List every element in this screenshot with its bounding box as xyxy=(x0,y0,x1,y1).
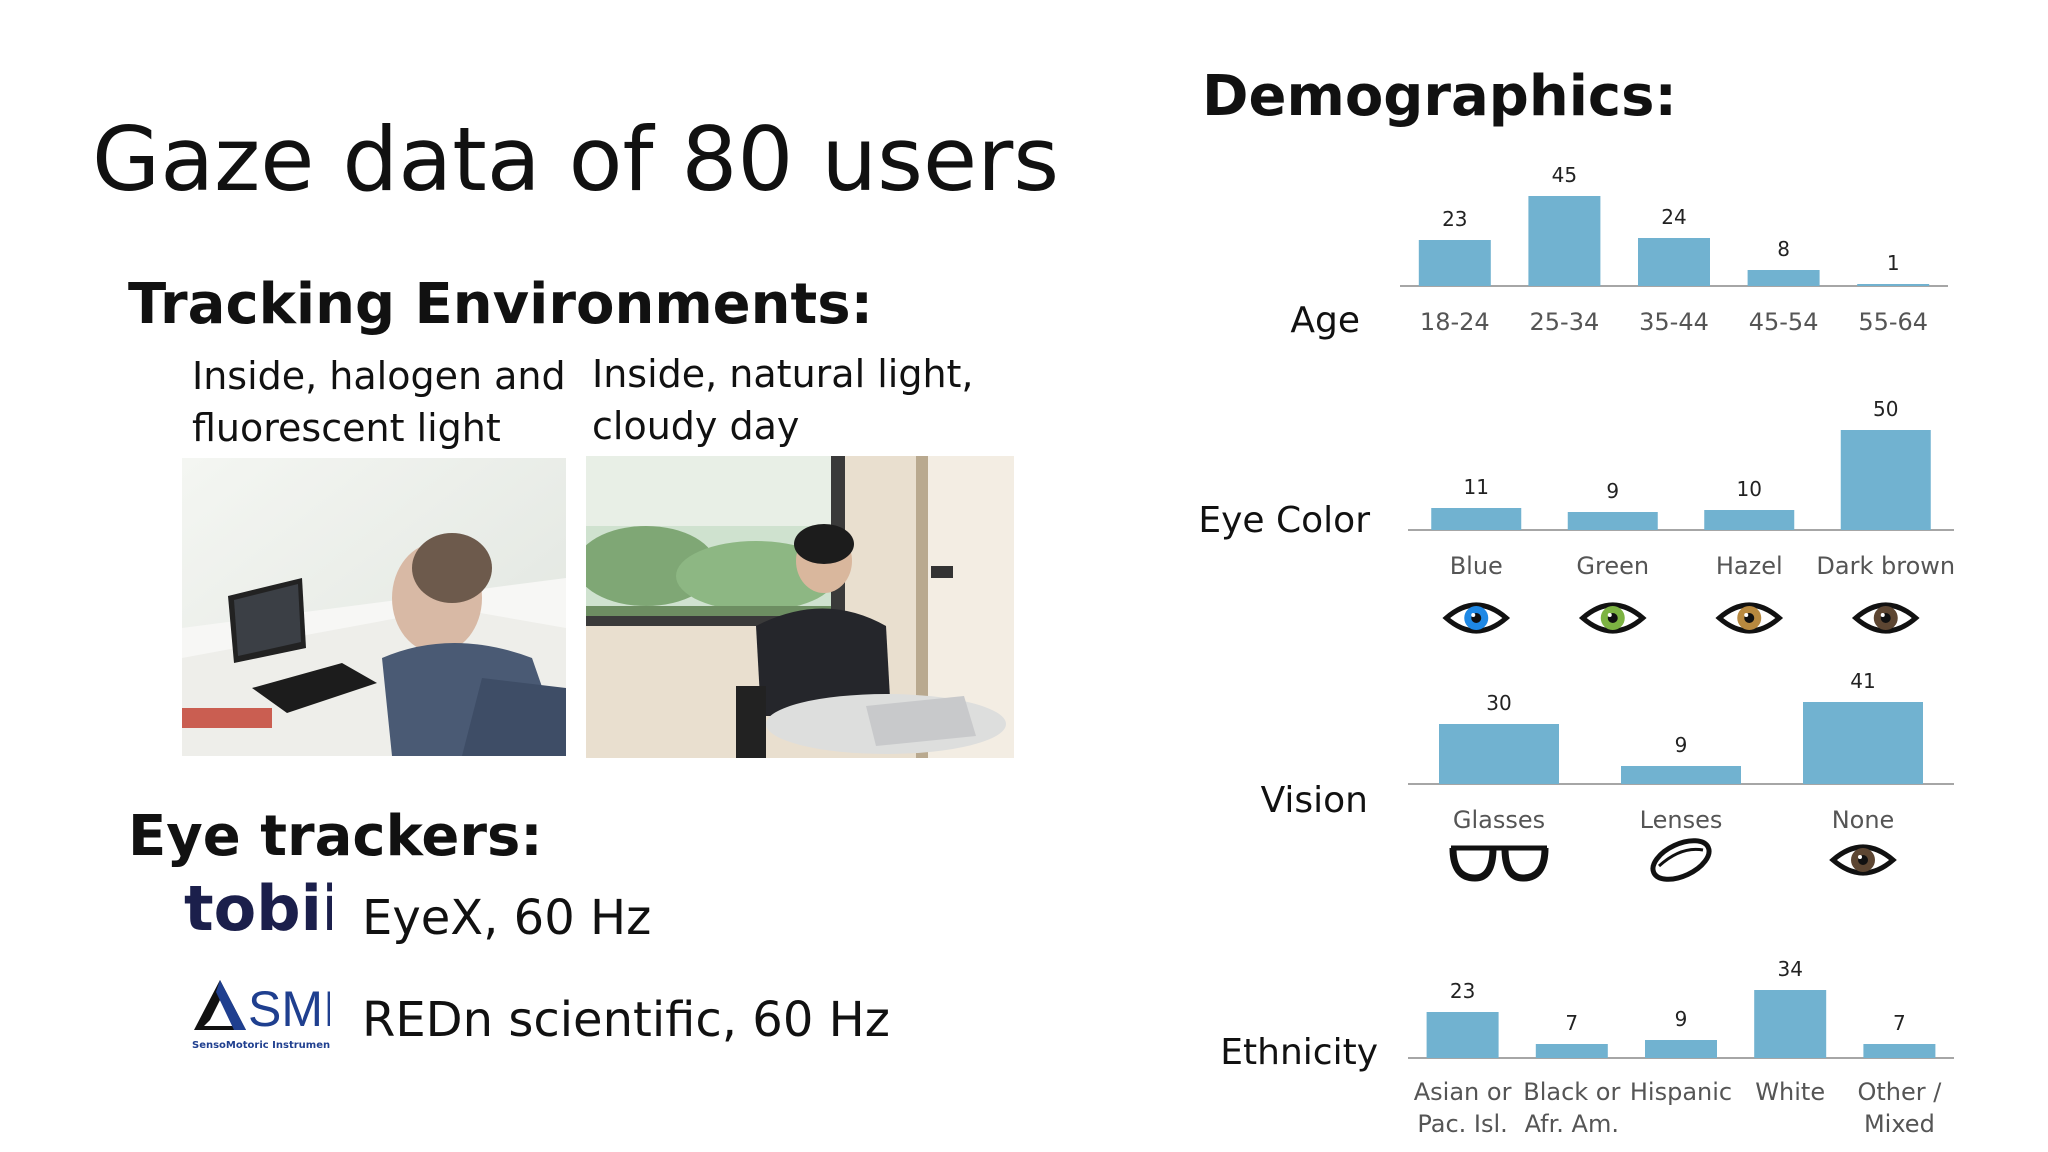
category-label: 55-64 xyxy=(1858,308,1928,336)
hazel-eye-icon xyxy=(1719,605,1779,631)
category-label: Hazel xyxy=(1716,552,1783,580)
brown-eye-icon xyxy=(1856,605,1916,631)
bar-value-label: 10 xyxy=(1737,477,1762,501)
category-label: Dark brown xyxy=(1816,552,1955,580)
bar-value-label: 50 xyxy=(1873,397,1898,421)
category-label: None xyxy=(1832,806,1895,834)
category-label: 25-34 xyxy=(1530,308,1600,336)
category-label: White xyxy=(1755,1078,1825,1106)
bar-value-label: 11 xyxy=(1464,475,1489,499)
bar xyxy=(1857,284,1929,286)
bar-value-label: 24 xyxy=(1661,205,1686,229)
category-label: Mixed xyxy=(1864,1110,1935,1138)
category-label: Asian or xyxy=(1414,1078,1512,1106)
bar-value-label: 9 xyxy=(1675,1007,1688,1031)
category-label: 45-54 xyxy=(1749,308,1819,336)
category-label: Black or xyxy=(1523,1078,1620,1106)
category-label: 18-24 xyxy=(1420,308,1490,336)
bar xyxy=(1536,1044,1608,1058)
bar xyxy=(1645,1040,1717,1058)
bar xyxy=(1803,702,1923,784)
category-label: Lenses xyxy=(1640,806,1723,834)
bar-value-label: 7 xyxy=(1565,1011,1578,1035)
category-label: 35-44 xyxy=(1639,308,1709,336)
bar-value-label: 9 xyxy=(1606,479,1619,503)
bar-value-label: 30 xyxy=(1486,691,1511,715)
bar xyxy=(1439,724,1559,784)
bar-value-label: 1 xyxy=(1887,251,1900,275)
bar xyxy=(1427,1012,1499,1058)
bar-value-label: 9 xyxy=(1675,733,1688,757)
bar xyxy=(1568,512,1658,530)
category-label: Green xyxy=(1576,552,1649,580)
bar xyxy=(1754,990,1826,1058)
blue-eye-icon xyxy=(1446,605,1506,631)
glasses-icon xyxy=(1451,848,1547,878)
eye-icon xyxy=(1833,847,1893,873)
bar-value-label: 41 xyxy=(1850,669,1875,693)
bar-value-label: 7 xyxy=(1893,1011,1906,1035)
category-label: Glasses xyxy=(1453,806,1545,834)
bar-value-label: 23 xyxy=(1442,207,1467,231)
bar xyxy=(1748,270,1820,286)
bar xyxy=(1528,196,1600,286)
green-eye-icon xyxy=(1583,605,1643,631)
bar-value-label: 8 xyxy=(1777,237,1790,261)
bar xyxy=(1419,240,1491,286)
category-label: Other / xyxy=(1857,1078,1942,1106)
contact-lens-icon xyxy=(1647,833,1715,887)
bar-value-label: 23 xyxy=(1450,979,1475,1003)
category-label: Afr. Am. xyxy=(1525,1110,1619,1138)
category-label: Hispanic xyxy=(1630,1078,1732,1106)
bar xyxy=(1621,766,1741,784)
bar xyxy=(1431,508,1521,530)
category-label: Blue xyxy=(1450,552,1503,580)
bar xyxy=(1704,510,1794,530)
bar xyxy=(1863,1044,1935,1058)
bar-value-label: 45 xyxy=(1552,163,1577,187)
bar-value-label: 34 xyxy=(1777,957,1802,981)
category-label: Pac. Isl. xyxy=(1417,1110,1507,1138)
bar xyxy=(1841,430,1931,530)
bar xyxy=(1638,238,1710,286)
